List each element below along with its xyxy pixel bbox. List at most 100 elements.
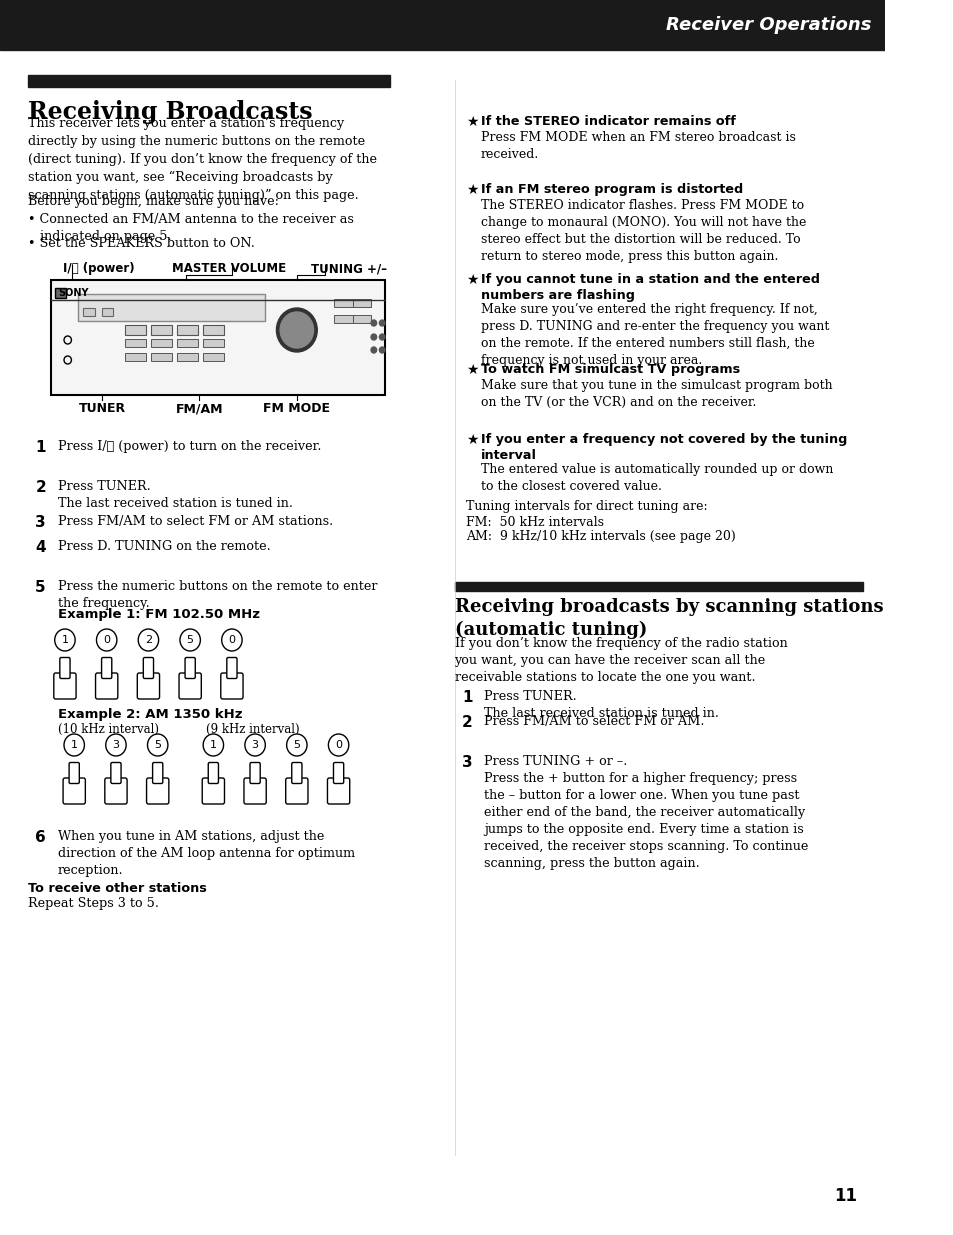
FancyBboxPatch shape	[327, 778, 350, 804]
FancyBboxPatch shape	[152, 762, 163, 783]
Text: Press FM/AM to select FM or AM stations.: Press FM/AM to select FM or AM stations.	[57, 515, 333, 529]
Text: 2: 2	[145, 635, 152, 645]
Text: Press FM MODE when an FM stereo broadcast is
received.: Press FM MODE when an FM stereo broadcas…	[480, 131, 795, 161]
Text: 3: 3	[35, 515, 46, 530]
Text: 0: 0	[335, 740, 342, 750]
FancyBboxPatch shape	[250, 762, 260, 783]
Text: Example 2: AM 1350 kHz: Example 2: AM 1350 kHz	[57, 708, 242, 721]
Text: If you cannot tune in a station and the entered
numbers are flashing: If you cannot tune in a station and the …	[480, 273, 819, 303]
FancyBboxPatch shape	[292, 762, 302, 783]
Text: If you don’t know the frequency of the radio station
you want, you can have the : If you don’t know the frequency of the r…	[454, 637, 786, 684]
Text: 5: 5	[35, 580, 46, 595]
Text: FM:  50 kHz intervals: FM: 50 kHz intervals	[465, 516, 603, 529]
Text: Press FM/AM to select FM or AM.: Press FM/AM to select FM or AM.	[484, 715, 704, 727]
FancyBboxPatch shape	[179, 673, 201, 699]
FancyBboxPatch shape	[125, 338, 146, 347]
Text: When you tune in AM stations, adjust the
direction of the AM loop antenna for op: When you tune in AM stations, adjust the…	[57, 830, 355, 877]
Text: Press TUNER.
The last received station is tuned in.: Press TUNER. The last received station i…	[57, 480, 293, 510]
Text: 0: 0	[228, 635, 235, 645]
FancyBboxPatch shape	[244, 778, 266, 804]
Text: 5: 5	[154, 740, 161, 750]
Text: 1: 1	[71, 740, 77, 750]
FancyBboxPatch shape	[334, 299, 353, 308]
Text: I/⏻ (power): I/⏻ (power)	[63, 262, 134, 275]
Circle shape	[276, 308, 317, 352]
Text: Receiver Operations: Receiver Operations	[666, 16, 871, 35]
Text: Example 1: FM 102.50 MHz: Example 1: FM 102.50 MHz	[57, 608, 259, 621]
Circle shape	[180, 629, 200, 651]
Bar	[28, 75, 389, 86]
Text: ★: ★	[465, 433, 477, 447]
FancyBboxPatch shape	[151, 325, 172, 335]
Text: Receiving broadcasts by scanning stations
(automatic tuning): Receiving broadcasts by scanning station…	[454, 598, 882, 638]
Text: This receiver lets you enter a station’s frequency
directly by using the numeric: This receiver lets you enter a station’s…	[28, 117, 376, 203]
Circle shape	[371, 320, 376, 326]
Text: FM/AM: FM/AM	[175, 403, 223, 415]
Text: 1: 1	[35, 440, 46, 454]
Text: SONY: SONY	[58, 288, 89, 298]
Text: Make sure that you tune in the simulcast program both
on the TV (or the VCR) and: Make sure that you tune in the simulcast…	[480, 379, 831, 409]
Text: 2: 2	[35, 480, 46, 495]
FancyBboxPatch shape	[69, 762, 79, 783]
Text: TUNING +/–: TUNING +/–	[311, 262, 386, 275]
Text: 5: 5	[293, 740, 300, 750]
Text: If you enter a frequency not covered by the tuning
interval: If you enter a frequency not covered by …	[480, 433, 846, 462]
Bar	[0, 0, 884, 49]
FancyBboxPatch shape	[202, 778, 224, 804]
FancyBboxPatch shape	[220, 673, 243, 699]
FancyBboxPatch shape	[177, 338, 197, 347]
Text: If an FM stereo program is distorted: If an FM stereo program is distorted	[480, 183, 742, 196]
FancyBboxPatch shape	[105, 778, 127, 804]
Text: 1: 1	[461, 690, 472, 705]
Text: 3: 3	[112, 740, 119, 750]
Text: ★: ★	[465, 183, 477, 198]
FancyBboxPatch shape	[95, 673, 117, 699]
Text: Repeat Steps 3 to 5.: Repeat Steps 3 to 5.	[28, 897, 158, 910]
Text: To receive other stations: To receive other stations	[28, 882, 207, 895]
FancyBboxPatch shape	[125, 353, 146, 361]
FancyBboxPatch shape	[203, 325, 223, 335]
Circle shape	[328, 734, 349, 756]
FancyBboxPatch shape	[203, 353, 223, 361]
FancyBboxPatch shape	[53, 673, 76, 699]
Text: ★: ★	[465, 273, 477, 287]
Text: 11: 11	[833, 1187, 856, 1205]
Text: Receiving Broadcasts: Receiving Broadcasts	[28, 100, 313, 124]
Text: 3: 3	[461, 755, 472, 769]
Circle shape	[54, 629, 75, 651]
FancyBboxPatch shape	[285, 778, 308, 804]
Circle shape	[96, 629, 117, 651]
Text: If the STEREO indicator remains off: If the STEREO indicator remains off	[480, 115, 735, 128]
Text: To watch FM simulcast TV programs: To watch FM simulcast TV programs	[480, 363, 739, 375]
FancyBboxPatch shape	[227, 657, 236, 678]
Circle shape	[280, 312, 314, 348]
Text: 4: 4	[35, 540, 46, 555]
Text: 3: 3	[252, 740, 258, 750]
Circle shape	[379, 333, 385, 340]
Bar	[454, 582, 862, 592]
Text: TUNER: TUNER	[78, 403, 126, 415]
Text: Press D. TUNING on the remote.: Press D. TUNING on the remote.	[57, 540, 270, 553]
FancyBboxPatch shape	[151, 338, 172, 347]
Text: The STEREO indicator flashes. Press FM MODE to
change to monaural (MONO). You wi: The STEREO indicator flashes. Press FM M…	[480, 199, 805, 263]
Text: MASTER VOLUME: MASTER VOLUME	[172, 262, 286, 275]
FancyBboxPatch shape	[208, 762, 218, 783]
FancyBboxPatch shape	[60, 657, 70, 678]
Circle shape	[245, 734, 265, 756]
Circle shape	[148, 734, 168, 756]
FancyBboxPatch shape	[143, 657, 153, 678]
Text: Make sure you’ve entered the right frequency. If not,
press D. TUNING and re-ent: Make sure you’ve entered the right frequ…	[480, 303, 828, 367]
FancyBboxPatch shape	[51, 280, 385, 395]
FancyBboxPatch shape	[185, 657, 195, 678]
Circle shape	[379, 320, 385, 326]
Text: • Connected an FM/AM antenna to the receiver as
   indicated on page 5.: • Connected an FM/AM antenna to the rece…	[28, 212, 354, 243]
Text: (9 kHz interval): (9 kHz interval)	[206, 722, 299, 736]
Circle shape	[221, 629, 242, 651]
Text: 1: 1	[210, 740, 216, 750]
Text: 5: 5	[187, 635, 193, 645]
FancyBboxPatch shape	[111, 762, 121, 783]
Text: FM MODE: FM MODE	[263, 403, 330, 415]
Circle shape	[203, 734, 223, 756]
Text: 6: 6	[35, 830, 46, 845]
FancyBboxPatch shape	[137, 673, 159, 699]
